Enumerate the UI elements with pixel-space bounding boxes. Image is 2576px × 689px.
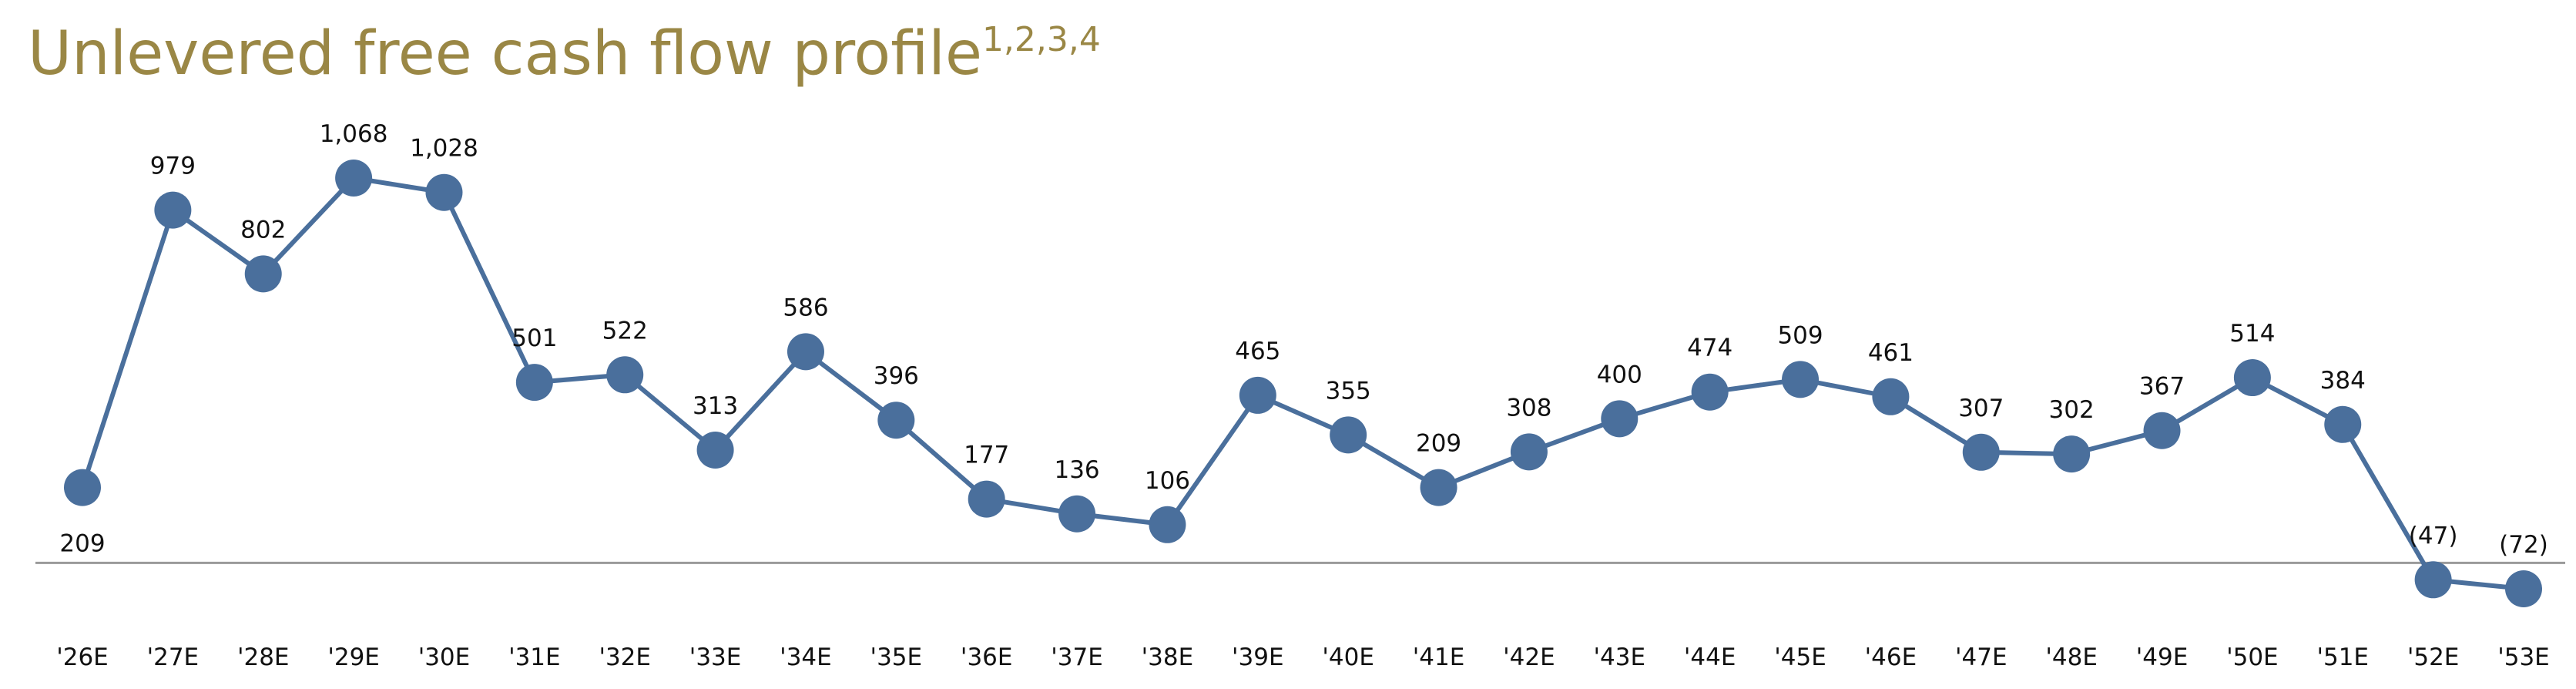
chart-title-text: Unlevered free cash flow profile	[28, 19, 982, 89]
data-point	[1691, 373, 1729, 411]
data-label: 302	[2049, 396, 2095, 424]
x-tick-label: '48E	[2045, 644, 2098, 671]
data-point	[2143, 412, 2181, 449]
data-point	[1601, 400, 1639, 438]
data-point	[787, 333, 824, 371]
x-tick-label: '27E	[147, 644, 200, 671]
x-tick-label: '45E	[1774, 644, 1826, 671]
data-point	[1239, 376, 1276, 414]
data-point	[425, 173, 463, 211]
data-point	[1058, 495, 1096, 533]
data-labels: 209 979 802 1,068 1,028 501 522 313 586 396 177 136…	[59, 120, 2547, 559]
data-label: 384	[2320, 367, 2366, 395]
data-point	[515, 364, 553, 402]
data-point	[1330, 416, 1367, 454]
data-label: 509	[1777, 321, 1823, 349]
data-point	[606, 356, 644, 394]
series-line	[80, 176, 2524, 591]
data-label: 177	[964, 442, 1009, 469]
data-label: 209	[1416, 430, 1461, 458]
data-label: 106	[1145, 467, 1190, 495]
x-tick-label: '26E	[56, 644, 109, 671]
x-tick-label: '35E	[870, 644, 923, 671]
x-tick-label: '46E	[1865, 644, 1917, 671]
data-label: (72)	[2499, 531, 2548, 559]
x-tick-label: '44E	[1684, 644, 1736, 671]
data-label: 474	[1687, 334, 1732, 362]
data-label: 1,028	[410, 135, 478, 163]
chart-title-footnotes: 1,2,3,4	[981, 20, 1101, 59]
data-label: 367	[2139, 373, 2185, 401]
x-tick-label: '43E	[1594, 644, 1646, 671]
data-point	[2505, 570, 2542, 607]
data-points	[64, 160, 2542, 607]
x-tick-label: '52E	[2407, 644, 2460, 671]
x-axis-tick-labels: '26E '27E '28E '29E '30E '31E '32E '33E '34E '35E…	[56, 644, 2550, 671]
data-point	[244, 255, 282, 293]
data-label: 501	[512, 324, 557, 352]
x-tick-label: '32E	[599, 644, 651, 671]
data-label: 307	[1958, 395, 2004, 422]
data-label: 586	[783, 294, 828, 321]
data-point	[335, 160, 373, 197]
x-tick-label: '39E	[1232, 644, 1284, 671]
x-tick-label: '31E	[508, 644, 561, 671]
data-label: 514	[2229, 320, 2275, 348]
chart-title: Unlevered free cash flow profile1,2,3,4	[28, 20, 1101, 85]
x-tick-label: '33E	[689, 644, 742, 671]
x-tick-label: '41E	[1413, 644, 1465, 671]
data-point	[1420, 469, 1457, 506]
data-label: 209	[59, 530, 105, 558]
x-tick-label: '30E	[418, 644, 471, 671]
data-point	[1782, 361, 1820, 398]
x-tick-label: '53E	[2497, 644, 2550, 671]
x-tick-label: '34E	[780, 644, 832, 671]
x-tick-label: '28E	[237, 644, 290, 671]
data-label: 802	[240, 216, 286, 244]
data-point	[1510, 433, 1548, 471]
data-label: 355	[1326, 377, 1371, 405]
data-point	[1872, 378, 1910, 415]
data-point	[154, 191, 192, 229]
data-point	[2324, 405, 2362, 443]
x-tick-label: '29E	[327, 644, 380, 671]
data-label: 136	[1054, 456, 1099, 484]
x-tick-label: '50E	[2226, 644, 2279, 671]
x-tick-label: '37E	[1051, 644, 1103, 671]
data-label: 400	[1597, 361, 1642, 388]
x-tick-label: '38E	[1142, 644, 1194, 671]
data-point	[2414, 561, 2452, 599]
data-point	[1962, 433, 2000, 471]
data-point	[1149, 506, 1186, 543]
x-tick-label: '49E	[2136, 644, 2189, 671]
x-tick-label: '42E	[1503, 644, 1555, 671]
data-label: 396	[874, 362, 919, 390]
data-point	[64, 469, 101, 506]
data-label: 465	[1235, 338, 1280, 365]
x-tick-label: '40E	[1322, 644, 1374, 671]
x-tick-label: '51E	[2316, 644, 2369, 671]
data-label: 308	[1506, 394, 1551, 422]
data-point	[696, 431, 734, 469]
data-label: 522	[602, 317, 648, 344]
data-label: 979	[150, 153, 196, 180]
data-point	[2053, 435, 2091, 473]
data-point	[968, 480, 1005, 518]
x-tick-label: '36E	[961, 644, 1013, 671]
data-point	[2233, 359, 2271, 397]
data-label: (47)	[2409, 522, 2458, 550]
data-point	[877, 402, 915, 439]
data-label: 1,068	[320, 120, 388, 148]
x-tick-label: '47E	[1955, 644, 2007, 671]
data-label: 461	[1868, 339, 1914, 367]
data-label: 313	[693, 392, 738, 420]
